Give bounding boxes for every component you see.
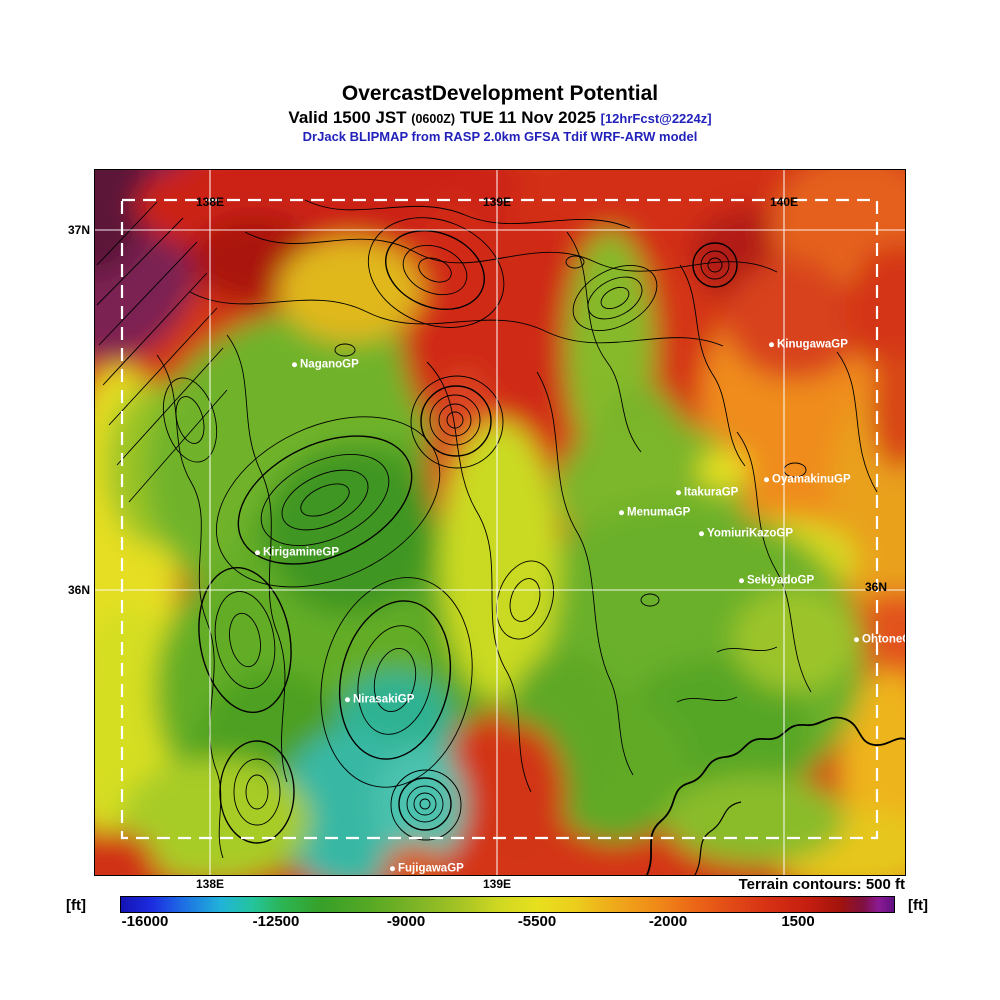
site-label-nirasaki: NirasakiGP [345,694,414,706]
site-marker-dot [764,477,769,483]
lat-label-37n-left: 37N [67,223,91,237]
site-label-kinugawa: KinugawaGP [769,339,848,351]
colorbar-tick--2000: -2000 [648,913,688,930]
colorbar-tick--9000: -9000 [386,913,426,930]
forecast-map: 138E 139E 140E 36N NaganoGP KinugawaGP O… [94,169,906,876]
colorbar-gradient [120,896,895,913]
site-label-ohtone: OhtoneGP [854,634,905,646]
page-title: OvercastDevelopment Potential [341,82,659,105]
valid-zulu: (0600Z) [411,112,456,126]
colorbar-tick--16000: -16000 [121,913,169,930]
site-marker-dot [769,342,774,348]
site-label-kirigamine: KirigamineGP [255,547,339,559]
lat-label-36n-left: 36N [67,583,91,597]
colorbar-tick-1500: 1500 [781,913,815,930]
site-label-nagano: NaganoGP [292,359,359,371]
colorbar-unit-left: [ft] [66,897,86,914]
terrain-contours [96,199,878,859]
lon-label-140e-top: 140E [769,195,799,209]
lat-label-36n-right: 36N [865,580,888,594]
site-marker-dot [255,550,260,556]
model-domain-dashed-border [120,198,879,840]
lon-label-138e-top: 138E [195,195,225,209]
contour-bullseye [390,769,462,841]
lon-label-139e-bottom: 139E [482,877,512,891]
site-label-fujigawa: FujigawaGP [390,863,464,875]
valid-date: TUE 11 Nov 2025 [459,108,596,127]
site-label-sekiyado: SekiyadoGP [739,575,814,587]
site-label-oyamakinu: OyamakinuGP [764,474,851,486]
site-label-itakura: ItakuraGP [676,487,738,499]
site-marker-dot [390,866,395,872]
lon-label-138e-bottom: 138E [195,877,225,891]
site-marker-dot [345,697,350,703]
terrain-contours-note: Terrain contours: 500 ft [738,876,905,893]
colorbar-unit-right: [ft] [908,897,928,914]
map-graticule [95,170,905,875]
colorbar-tick--5500: -5500 [517,913,557,930]
valid-prefix: Valid 1500 JST [288,108,407,127]
site-marker-dot [854,637,859,643]
site-label-yomiurikazo: YomiuriKazoGP [699,528,793,540]
site-marker-dot [699,531,704,537]
site-marker-dot [292,362,297,368]
valid-time-line: Valid 1500 JST (0600Z) TUE 11 Nov 2025 [… [0,108,1000,128]
forecast-cycle: [12hrFcst@2224z] [600,111,712,126]
overcast-potential-field [95,170,905,875]
forecast-map-raster [95,170,905,875]
coastline [646,716,905,875]
colorbar-tick--12500: -12500 [252,913,300,930]
model-info-line: DrJack BLIPMAP from RASP 2.0km GFSA Tdif… [302,129,698,144]
site-marker-dot [739,578,744,584]
site-marker-dot [619,510,624,516]
site-marker-dot [676,490,681,496]
site-label-menuma: MenumaGP [619,507,690,519]
lon-label-139e-top: 139E [482,195,512,209]
